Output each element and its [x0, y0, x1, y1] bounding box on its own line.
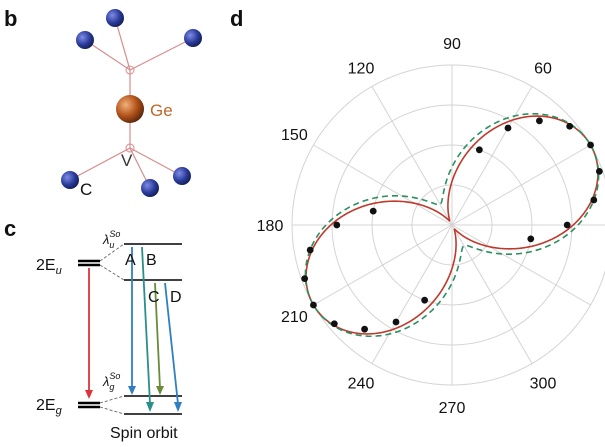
polar-spoke: [371, 224, 453, 364]
transition-d-arrow: [164, 282, 179, 405]
transition-b-label: B: [146, 252, 157, 269]
angle-tick-label: 90: [443, 36, 461, 53]
lambda-u-label: λSo u: [102, 229, 120, 250]
carbon-atom: [184, 29, 202, 47]
transition-b-arrowhead: [146, 402, 154, 412]
red-arrowhead: [85, 390, 93, 399]
carbon-atom: [173, 167, 191, 185]
panel-label-d: d: [230, 6, 243, 31]
bond: [69, 147, 131, 181]
data-point: [306, 246, 314, 254]
angle-tick-label: 300: [530, 376, 557, 393]
data-point: [330, 320, 338, 328]
angle-tick-label: 60: [534, 60, 552, 77]
angle-tick-label: 150: [281, 127, 308, 144]
ge-vacancy-molecule: Ge V C: [61, 9, 202, 199]
ge-label: Ge: [150, 101, 173, 120]
splitting-guide: [99, 395, 125, 404]
angle-tick-label: 240: [348, 376, 375, 393]
bond: [84, 39, 131, 71]
data-point: [369, 207, 377, 215]
polar-fits: [304, 112, 600, 338]
v-label: V: [121, 151, 133, 170]
upper-state-label: 2Eu: [36, 257, 62, 277]
transition-c-label: C: [148, 289, 160, 306]
carbon-atom: [76, 31, 94, 49]
polar-data-points: [301, 117, 603, 333]
data-point: [527, 235, 535, 243]
bond: [129, 147, 183, 177]
splitting-guide: [99, 406, 125, 415]
vacancy-site-upper: [125, 65, 135, 75]
transition-a-label: A: [125, 252, 136, 269]
polar-grid: [291, 64, 605, 386]
data-point: [587, 141, 594, 149]
polar-spoke: [313, 224, 453, 306]
angle-tick-label: 270: [439, 400, 466, 417]
data-point: [590, 196, 598, 204]
polar-spoke: [313, 144, 453, 226]
transition-d-arrowhead: [174, 402, 182, 412]
dashed-fit-curve: [304, 112, 600, 338]
data-point: [310, 301, 317, 309]
polar-spoke: [451, 144, 591, 226]
c-label: C: [80, 180, 92, 199]
transition-d-label: D: [170, 289, 182, 306]
vacancy-site-lower: [125, 143, 135, 153]
carbon-atom: [61, 171, 79, 189]
polar-spoke: [451, 224, 591, 306]
lambda-g-label: λSo g: [102, 371, 120, 392]
splitting-guide: [99, 264, 125, 281]
bond: [129, 37, 194, 71]
data-point: [504, 124, 512, 132]
data-point: [566, 122, 574, 130]
solid-fit-curve: [305, 115, 599, 335]
spin-orbit-caption: Spin orbit: [110, 425, 178, 442]
data-point: [333, 221, 341, 229]
polar-angle-labels: 90 60 120 150 180 210 240 270 300: [257, 36, 557, 417]
lower-state-label: 2Eg: [36, 397, 63, 417]
angle-tick-label: 120: [348, 60, 375, 77]
polar-spoke: [371, 86, 453, 226]
carbon-atom: [141, 179, 159, 197]
data-point: [421, 296, 429, 304]
angle-tick-label: 210: [281, 309, 308, 326]
transition-c-arrow: [154, 282, 161, 389]
data-point: [301, 275, 309, 283]
data-point: [563, 221, 571, 229]
data-point: [475, 146, 483, 154]
polar-plot: 90 60 120 150 180 210 240 270 300: [257, 36, 605, 417]
polar-spoke: [451, 86, 533, 226]
polar-spoke: [451, 224, 533, 364]
germanium-atom: [116, 95, 144, 123]
angle-tick-label: 180: [257, 218, 284, 235]
data-point: [536, 117, 543, 125]
transition-a-arrowhead: [128, 386, 136, 395]
panel-label-b: b: [4, 6, 17, 31]
panel-label-c: c: [4, 216, 16, 241]
transition-c-arrowhead: [156, 386, 164, 395]
transition-b-arrow: [141, 246, 151, 405]
data-point: [392, 318, 400, 326]
energy-level-diagram: 2Eu λSo u 2Eg λSo g A B C D Spin orbit: [36, 229, 182, 442]
data-point: [361, 325, 368, 333]
carbon-atom: [106, 9, 124, 27]
data-point: [595, 167, 603, 175]
bond: [114, 17, 131, 71]
